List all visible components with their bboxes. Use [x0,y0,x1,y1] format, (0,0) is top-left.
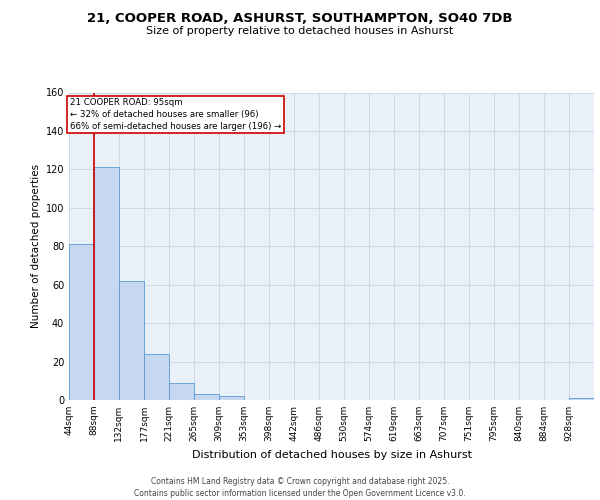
Bar [219,396,244,400]
Y-axis label: Number of detached properties: Number of detached properties [31,164,41,328]
Text: 21, COOPER ROAD, ASHURST, SOUTHAMPTON, SO40 7DB: 21, COOPER ROAD, ASHURST, SOUTHAMPTON, S… [87,12,513,26]
Bar [94,168,119,400]
Text: 21 COOPER ROAD: 95sqm
← 32% of detached houses are smaller (96)
66% of semi-deta: 21 COOPER ROAD: 95sqm ← 32% of detached … [70,98,281,131]
Bar [569,398,594,400]
Bar [169,382,194,400]
Text: Contains HM Land Registry data © Crown copyright and database right 2025.
Contai: Contains HM Land Registry data © Crown c… [134,476,466,498]
Bar [144,354,169,400]
Bar [69,244,94,400]
Bar [119,281,143,400]
X-axis label: Distribution of detached houses by size in Ashurst: Distribution of detached houses by size … [191,450,472,460]
Text: Size of property relative to detached houses in Ashurst: Size of property relative to detached ho… [146,26,454,36]
Bar [194,394,219,400]
